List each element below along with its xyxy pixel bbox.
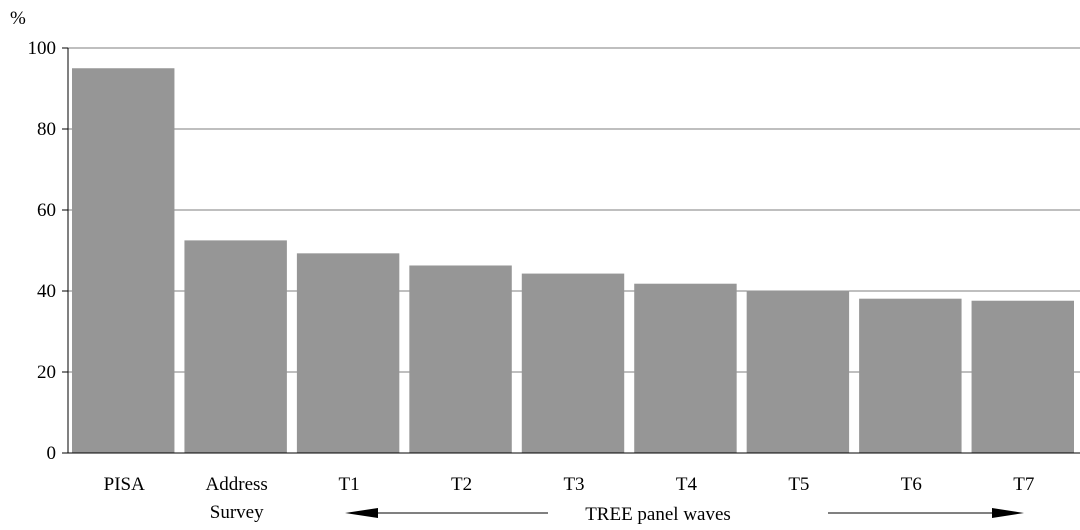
y-tick-label: 80 [37,119,56,140]
y-tick-label: 60 [37,200,56,221]
left-arrow-icon [345,508,378,518]
bar [296,253,400,453]
x-tick-label: T1 [339,474,360,495]
bar [971,300,1074,453]
y-axis: 0 20 40 60 80 100 [28,38,69,464]
y-tick-label: 20 [37,362,56,383]
bars [72,68,1074,453]
y-tick-label: 0 [47,443,57,464]
x-tick-label: T6 [901,474,922,495]
bar [746,290,850,453]
y-tick-label: 40 [37,281,56,302]
bar [184,240,287,453]
bar [409,265,512,453]
tree-panel-annotation: TREE panel waves [345,504,1024,525]
x-tick-label: PISA [104,474,145,495]
x-tick-label: T5 [788,474,809,495]
x-tick-label: T7 [1013,474,1034,495]
bar [72,68,175,453]
x-tick-label: T2 [451,474,472,495]
x-axis: PISA Address Survey T1 T2 T3 T4 T5 T6 T7 [68,452,1080,523]
x-tick-label: Survey [210,502,264,523]
annotation-label: TREE panel waves [585,504,731,525]
x-tick-label: T4 [676,474,698,495]
x-tick-label: T3 [563,474,584,495]
right-arrow-icon [992,508,1024,518]
x-tick-label: Address [206,474,268,495]
y-tick-label: 100 [28,38,57,59]
y-axis-label: % [10,8,26,29]
bar [859,298,962,453]
bar [521,273,625,453]
bar [634,283,737,453]
